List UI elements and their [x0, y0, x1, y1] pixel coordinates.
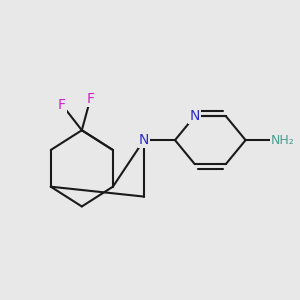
Text: NH₂: NH₂: [271, 134, 295, 147]
Text: N: N: [190, 109, 200, 123]
Text: F: F: [86, 92, 94, 106]
Text: N: N: [139, 133, 149, 147]
Text: F: F: [58, 98, 66, 112]
